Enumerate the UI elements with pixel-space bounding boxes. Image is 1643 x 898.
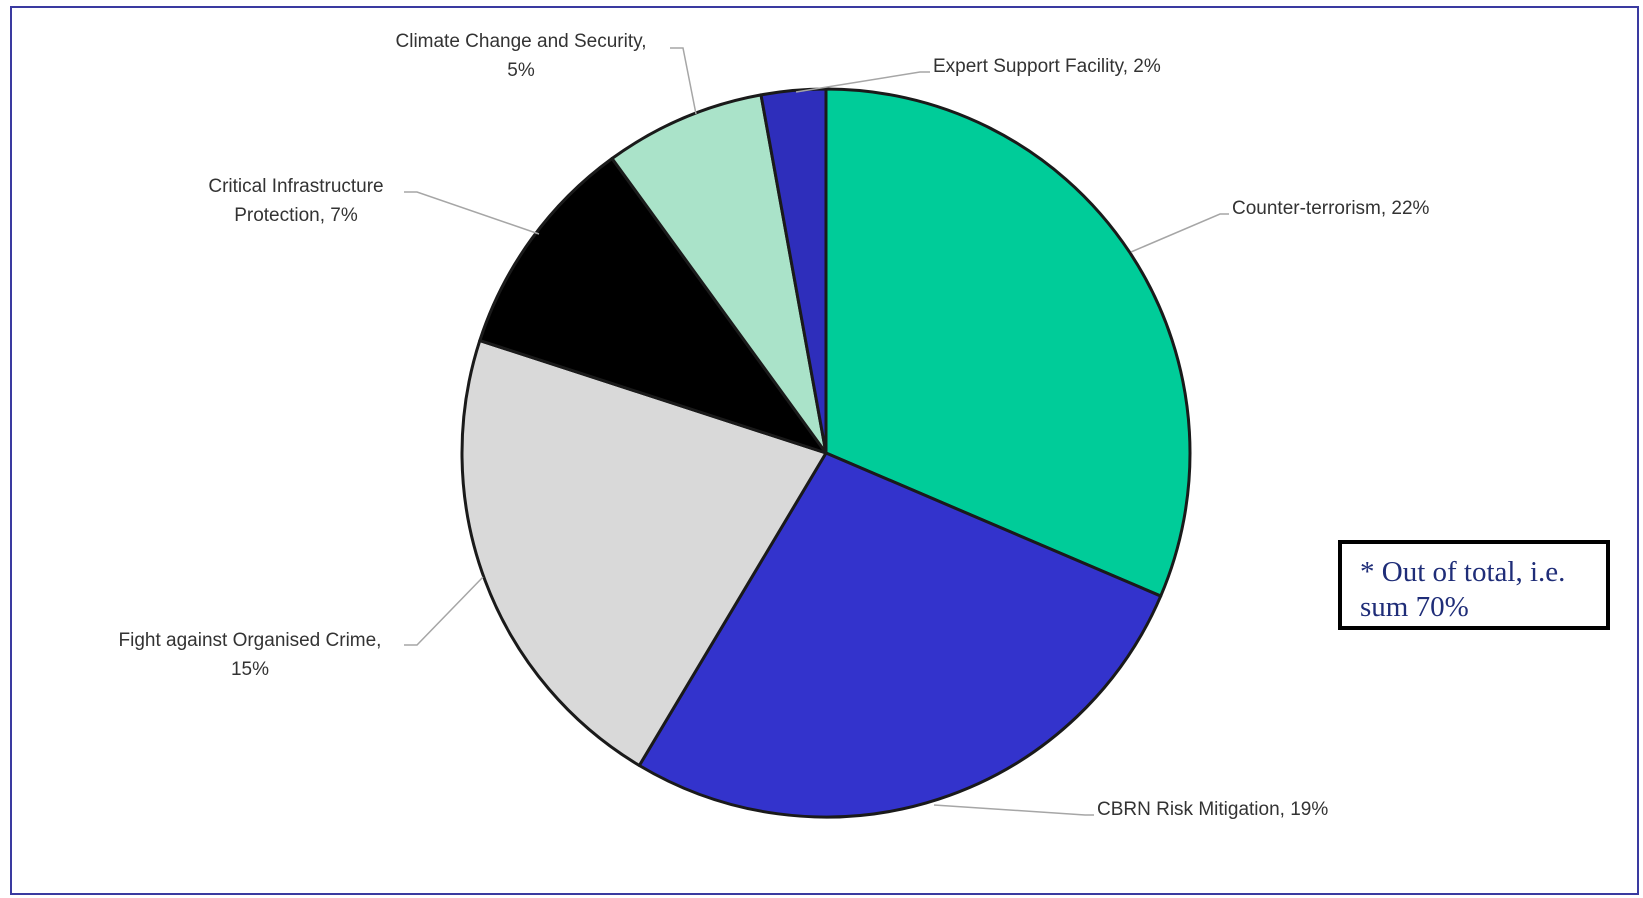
leader-line-climate-change xyxy=(670,47,697,115)
pie-slice-climate-change-and-security xyxy=(610,93,828,455)
label-organised-crime-line2: 15% xyxy=(230,659,270,680)
leader-line-expert-support xyxy=(795,71,930,93)
label-organised-crime-line1: Fight against Organised Crime, xyxy=(118,630,382,651)
label-expert-support: Expert Support Facility, 2% xyxy=(933,56,1161,77)
label-counter-terrorism: Counter-terrorism, 22% xyxy=(1232,198,1430,219)
leader-line-counter-terrorism xyxy=(1130,213,1229,253)
pie-slice-critical-infrastructure-protection xyxy=(478,157,828,455)
label-climate-change-line2: 5% xyxy=(507,60,535,81)
pie-slice-fight-against-organised-crime xyxy=(460,339,828,767)
leader-lines xyxy=(404,47,1229,816)
label-critical-infrastructure-line1: Critical Infrastructure xyxy=(208,176,384,197)
leader-line-cbrn xyxy=(933,804,1094,816)
leader-line-organised-crime xyxy=(404,576,484,646)
leader-line-critical-infrastructure xyxy=(404,191,540,235)
label-organised-crime: Fight against Organised Crime, 15% xyxy=(100,626,400,684)
pie-slice-expert-support-facility xyxy=(759,87,828,455)
label-critical-infrastructure: Critical Infrastructure Protection, 7% xyxy=(190,172,402,230)
label-climate-change: Climate Change and Security, 5% xyxy=(372,27,670,85)
footnote-text: * Out of total, i.e. sum 70% xyxy=(1360,556,1566,623)
pie-slice-counter-terrorism xyxy=(824,87,1192,598)
footnote-box: * Out of total, i.e. sum 70% xyxy=(1338,540,1610,630)
label-cbrn-risk-mitigation: CBRN Risk Mitigation, 19% xyxy=(1097,799,1329,820)
pie-slices xyxy=(460,87,1192,819)
pie-slice-cbrn-risk-mitigation xyxy=(637,451,1163,819)
label-climate-change-line1: Climate Change and Security, xyxy=(395,31,647,52)
label-critical-infrastructure-line2: Protection, 7% xyxy=(234,205,358,226)
